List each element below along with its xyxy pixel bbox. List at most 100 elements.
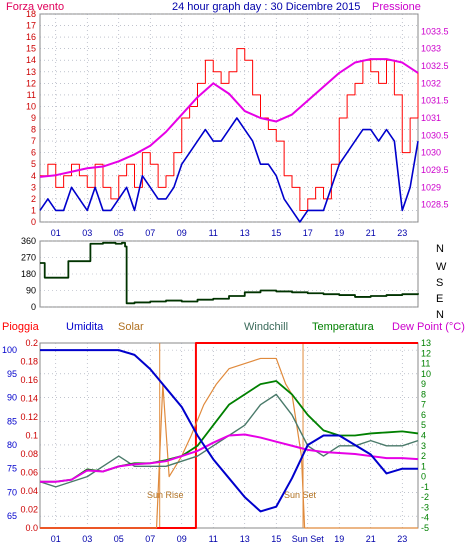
pressure-title: Pressione [372, 1, 421, 13]
climate-ytick-rain: 0.12 [20, 412, 38, 422]
climate-ytick-right: 1 [421, 461, 426, 471]
wind-ytick-left: 14 [26, 55, 36, 65]
climate-ytick-rain: 0.02 [20, 505, 38, 515]
wind-ytick-left: 2 [31, 194, 36, 204]
wind-xtick-label: 21 [366, 228, 376, 238]
wind-ytick-right: 1030 [421, 148, 441, 158]
wind-xtick-label: 03 [82, 228, 92, 238]
wind-ytick-right: 1031 [421, 113, 441, 123]
climate-xtick-label: 05 [114, 534, 124, 544]
climate-ytick-left: 80 [7, 440, 17, 450]
climate-ytick-rain: 0.2 [25, 338, 38, 348]
climate-ytick-right: 0 [421, 472, 426, 482]
climate-ytick-left: 70 [7, 487, 17, 497]
climate-xtick-label: 11 [209, 534, 218, 544]
climate-ytick-left: 95 [7, 369, 17, 379]
wind-xtick-label: 09 [177, 228, 187, 238]
climate-ytick-right: 2 [421, 451, 426, 461]
sun-rise-label: Sun Rise [147, 490, 184, 500]
wind-ytick-left: 3 [31, 182, 36, 192]
climate-xtick-label: 03 [82, 534, 92, 544]
climate-ytick-rain: 0.0 [25, 523, 38, 533]
climate-xtick-label: 09 [177, 534, 187, 544]
wind-ytick-right: 1028.5 [421, 200, 449, 210]
legend-windchill: Windchill [244, 321, 288, 333]
wind-ytick-right: 1029.5 [421, 165, 449, 175]
wind-ytick-right: 1031.5 [421, 96, 449, 106]
wind-ytick-right: 1032 [421, 78, 441, 88]
direction-ytick-left: 180 [21, 269, 36, 279]
direction-ytick-left: 90 [26, 286, 36, 296]
wind-ytick-left: 7 [31, 136, 36, 146]
wind-ytick-left: 12 [26, 78, 36, 88]
dir-label-w: W [436, 261, 447, 273]
climate-ytick-rain: 0.14 [20, 394, 38, 404]
climate-ytick-right: 13 [421, 338, 431, 348]
pressure-line [39, 58, 419, 178]
climate-ytick-rain: 0.04 [20, 486, 38, 496]
climate-ytick-left: 85 [7, 416, 17, 426]
wind-ytick-left: 0 [31, 217, 36, 227]
wind-xtick-label: 15 [271, 228, 281, 238]
direction-ytick-left: 0 [31, 302, 36, 312]
wind-ytick-right: 1032.5 [421, 61, 449, 71]
climate-ytick-rain: 0.1 [25, 431, 38, 441]
dir-label-s: S [436, 277, 443, 289]
climate-ytick-left: 100 [2, 345, 17, 355]
wind-ytick-right: 1030.5 [421, 130, 449, 140]
wind-xtick-label: 23 [397, 228, 407, 238]
wind-xtick-label: 17 [303, 228, 313, 238]
climate-ytick-right: 7 [421, 400, 426, 410]
climate-ytick-right: -2 [421, 492, 429, 502]
climate-ytick-left: 75 [7, 464, 17, 474]
climate-ytick-right: -3 [421, 502, 429, 512]
wind-xtick-label: 05 [114, 228, 124, 238]
sun-set-label: Sun Set [284, 490, 317, 500]
dir-label-n2: N [436, 309, 444, 321]
wind-ytick-left: 17 [26, 21, 36, 31]
chart-title: 24 hour graph day : 30 Dicembre 2015 [172, 1, 360, 13]
legend-solar: Solar [118, 321, 144, 333]
wind-xtick-label: 19 [334, 228, 344, 238]
climate-xtick-label: 15 [271, 534, 281, 544]
climate-ytick-left: 65 [7, 511, 17, 521]
wind-xtick-label: 13 [240, 228, 250, 238]
climate-ytick-rain: 0.08 [20, 449, 38, 459]
dir-label-n: N [436, 243, 444, 255]
climate-ytick-right: 8 [421, 389, 426, 399]
climate-ytick-right: 10 [421, 369, 431, 379]
wind-ytick-left: 1 [31, 205, 36, 215]
climate-ytick-right: -1 [421, 482, 429, 492]
wind-ytick-left: 11 [27, 90, 36, 100]
climate-ytick-rain: 0.06 [20, 468, 38, 478]
wind-gust-line [40, 48, 419, 211]
climate-xtick-label: Sun Set [292, 534, 325, 544]
wind-force-title: Forza vento [6, 1, 64, 13]
climate-xtick-label: 13 [240, 534, 250, 544]
wind-ytick-left: 9 [31, 113, 36, 123]
wind-ytick-right: 1029 [421, 182, 441, 192]
dewpoint-line [40, 433, 419, 483]
climate-ytick-right: 12 [421, 348, 431, 358]
climate-ytick-rain: 0.16 [20, 375, 38, 385]
wind-xtick-label: 01 [51, 228, 61, 238]
wind-ytick-right: 1033 [421, 44, 441, 54]
wind-ytick-left: 15 [26, 44, 36, 54]
climate-ytick-right: 11 [421, 359, 430, 369]
direction-ytick-left: 270 [21, 253, 36, 263]
climate-ytick-right: -5 [421, 523, 429, 533]
wind-direction-line [40, 241, 419, 305]
climate-ytick-right: 9 [421, 379, 426, 389]
climate-xtick-label: 19 [334, 534, 344, 544]
climate-ytick-right: 6 [421, 410, 426, 420]
wind-xtick-label: 07 [145, 228, 155, 238]
wind-avg-line [39, 117, 419, 223]
climate-ytick-right: 3 [421, 441, 426, 451]
climate-xtick-label: 21 [366, 534, 376, 544]
direction-ytick-left: 360 [21, 236, 36, 246]
climate-ytick-right: 5 [421, 420, 426, 430]
humidity-line [40, 349, 418, 513]
dir-label-e: E [436, 293, 443, 305]
